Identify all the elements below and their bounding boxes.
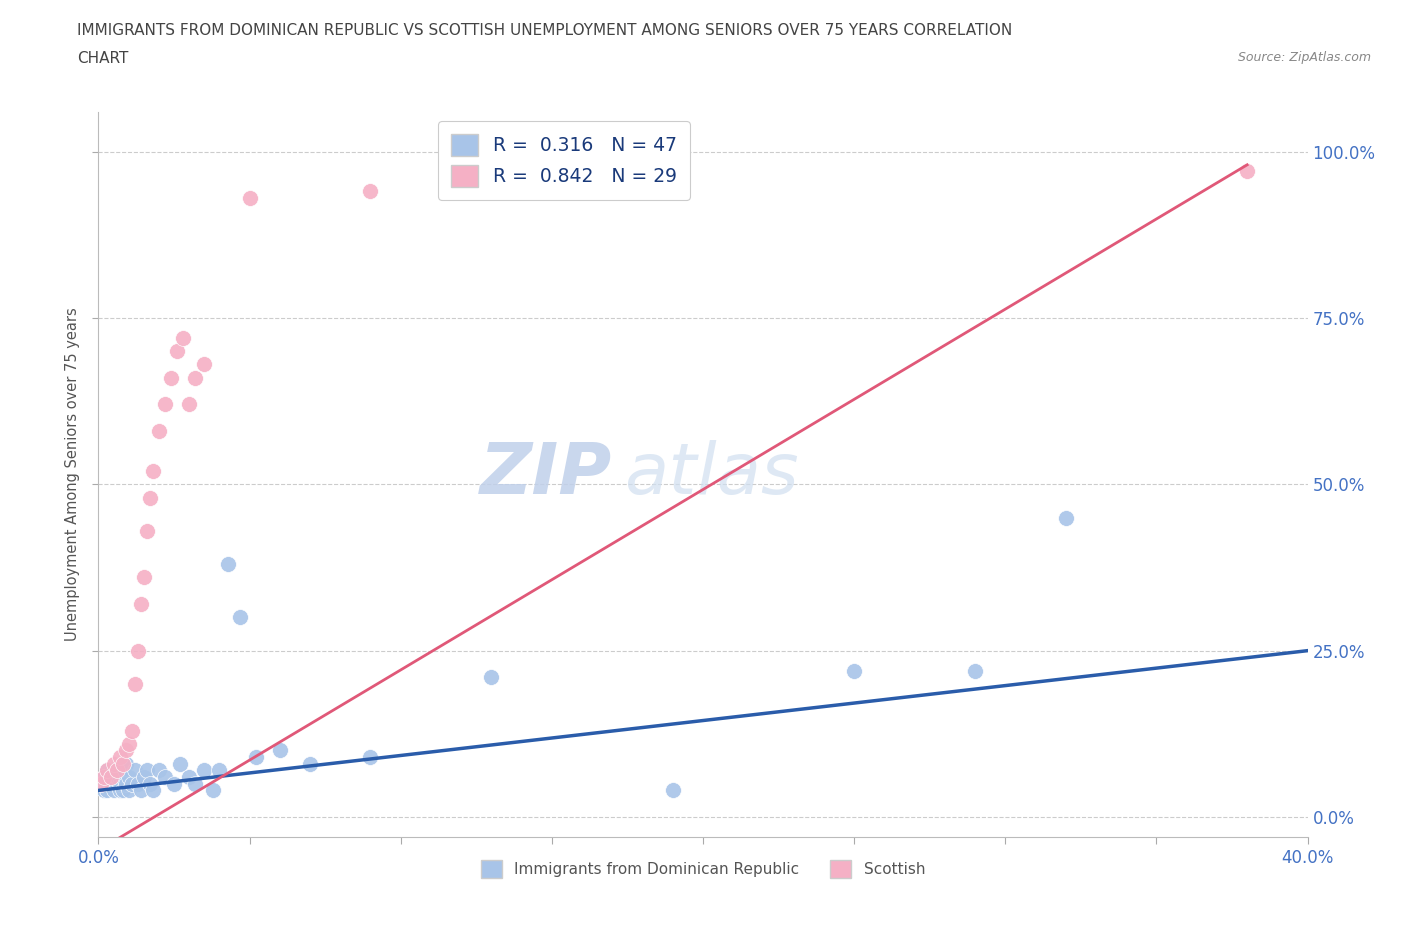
Point [121, 777, 143, 791]
Point [208, 763, 231, 777]
Point [108, 777, 131, 791]
Point [148, 763, 170, 777]
Point [118, 783, 141, 798]
Text: atlas: atlas [624, 440, 799, 509]
Point [132, 570, 155, 585]
Point [239, 191, 262, 206]
Point [96, 763, 118, 777]
Point [179, 397, 201, 412]
Point [481, 670, 503, 684]
Point [124, 763, 146, 777]
Point [96, 763, 118, 777]
Point [114, 777, 136, 791]
Text: CHART: CHART [77, 51, 129, 66]
Point [184, 370, 207, 385]
Point [148, 423, 170, 438]
Point [114, 756, 136, 771]
Point [153, 397, 176, 412]
Text: Source: ZipAtlas.com: Source: ZipAtlas.com [1237, 51, 1371, 64]
Point [193, 763, 215, 777]
Point [1236, 164, 1258, 179]
Point [217, 557, 239, 572]
Point [135, 763, 157, 777]
Point [202, 783, 225, 798]
Point [661, 783, 683, 798]
Point [103, 763, 125, 777]
Point [139, 490, 162, 505]
Point [193, 357, 215, 372]
Point [90, 777, 112, 791]
Point [172, 330, 194, 345]
Point [127, 644, 149, 658]
Point [118, 770, 141, 785]
Point [142, 463, 165, 478]
Point [90, 777, 112, 791]
Point [93, 770, 115, 785]
Point [108, 750, 131, 764]
Point [108, 783, 131, 798]
Point [1054, 511, 1077, 525]
Point [129, 597, 152, 612]
Point [129, 783, 152, 798]
Point [103, 756, 125, 771]
Point [124, 676, 146, 691]
Point [121, 724, 143, 738]
Point [142, 783, 165, 798]
Point [965, 663, 987, 678]
Point [105, 770, 128, 785]
Point [96, 783, 118, 798]
Point [93, 783, 115, 798]
Legend: Immigrants from Dominican Republic, Scottish: Immigrants from Dominican Republic, Scot… [475, 854, 931, 883]
Point [100, 770, 122, 785]
Point [360, 750, 382, 764]
Point [100, 777, 122, 791]
Point [179, 770, 201, 785]
Point [844, 663, 866, 678]
Point [299, 756, 322, 771]
Point [111, 770, 134, 785]
Point [229, 610, 252, 625]
Point [103, 783, 125, 798]
Point [111, 756, 134, 771]
Point [111, 783, 134, 798]
Point [163, 777, 186, 791]
Point [139, 777, 162, 791]
Text: ZIP: ZIP [479, 440, 613, 509]
Text: IMMIGRANTS FROM DOMINICAN REPUBLIC VS SCOTTISH UNEMPLOYMENT AMONG SENIORS OVER 7: IMMIGRANTS FROM DOMINICAN REPUBLIC VS SC… [77, 23, 1012, 38]
Point [184, 777, 207, 791]
Point [135, 524, 157, 538]
Point [118, 737, 141, 751]
Point [360, 184, 382, 199]
Point [114, 743, 136, 758]
Point [166, 344, 188, 359]
Point [105, 777, 128, 791]
Point [127, 777, 149, 791]
Point [105, 763, 128, 777]
Point [269, 743, 291, 758]
Point [153, 770, 176, 785]
Point [245, 750, 267, 764]
Point [169, 756, 191, 771]
Point [132, 770, 155, 785]
Point [100, 770, 122, 785]
Point [160, 370, 183, 385]
Point [93, 770, 115, 785]
Y-axis label: Unemployment Among Seniors over 75 years: Unemployment Among Seniors over 75 years [65, 308, 80, 641]
